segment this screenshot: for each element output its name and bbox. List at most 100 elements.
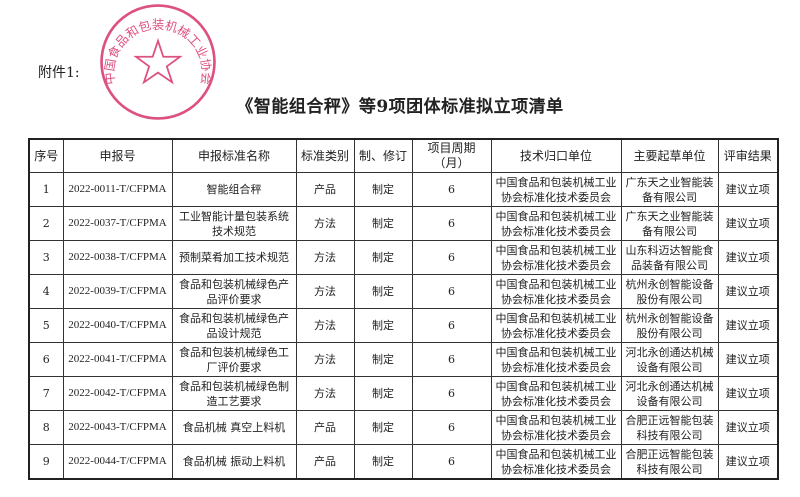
table-row: 1 2022-0011-T/CFPMA 智能组合秤 产品 制定 6 中国食品和包装机械工业协… bbox=[28, 172, 779, 207]
table-cell: 合肥正远智能包装科技有限公司 bbox=[620, 444, 719, 480]
table-cell: 方法 bbox=[295, 308, 355, 343]
table-cell: 2022-0043-T/CFPMA bbox=[62, 410, 173, 445]
table-cell: 6 bbox=[411, 444, 492, 480]
table-cell: 建议立项 bbox=[717, 376, 779, 411]
table-cell: 3 bbox=[28, 240, 64, 275]
table-cell: 杭州永创智能设备股份有限公司 bbox=[620, 274, 719, 309]
table-cell: 制定 bbox=[353, 376, 413, 411]
column-header: 技术归口单位 bbox=[490, 138, 622, 173]
table-cell: 中国食品和包装机械工业协会标准化技术委员会 bbox=[490, 376, 622, 411]
table-cell: 广东天之业智能装备有限公司 bbox=[620, 206, 719, 241]
table-cell: 方法 bbox=[295, 376, 355, 411]
table-cell: 6 bbox=[411, 308, 492, 343]
table-cell: 建议立项 bbox=[717, 410, 779, 445]
table-cell: 中国食品和包装机械工业协会标准化技术委员会 bbox=[490, 410, 622, 445]
table-cell: 7 bbox=[28, 376, 64, 411]
table-cell: 制定 bbox=[353, 240, 413, 275]
table-cell: 中国食品和包装机械工业协会标准化技术委员会 bbox=[490, 308, 622, 343]
table-cell: 产品 bbox=[295, 172, 355, 207]
table-cell: 山东科迈达智能食品装备有限公司 bbox=[620, 240, 719, 275]
table-body: 1 2022-0011-T/CFPMA 智能组合秤 产品 制定 6 中国食品和包装机械工业协… bbox=[28, 172, 779, 480]
table-cell: 4 bbox=[28, 274, 64, 309]
table-cell: 方法 bbox=[295, 240, 355, 275]
table-cell: 河北永创通达机械设备有限公司 bbox=[620, 376, 719, 411]
table-cell: 方法 bbox=[295, 274, 355, 309]
table-row: 4 2022-0039-T/CFPMA 食品和包装机械绿色产品评价要求 方法 制定 6 中国… bbox=[28, 274, 779, 309]
table-cell: 制定 bbox=[353, 308, 413, 343]
table-cell: 2022-0011-T/CFPMA bbox=[62, 172, 173, 207]
table-cell: 制定 bbox=[353, 274, 413, 309]
table-cell: 2022-0042-T/CFPMA bbox=[62, 376, 173, 411]
table-cell: 中国食品和包装机械工业协会标准化技术委员会 bbox=[490, 444, 622, 480]
table-cell: 工业智能计量包装系统技术规范 bbox=[171, 206, 297, 241]
table-cell: 建议立项 bbox=[717, 206, 779, 241]
table-cell: 智能组合秤 bbox=[171, 172, 297, 207]
table-cell: 8 bbox=[28, 410, 64, 445]
table-cell: 6 bbox=[411, 376, 492, 411]
table-cell: 6 bbox=[28, 342, 64, 377]
svg-text:中国食品和包装机械工业协会: 中国食品和包装机械工业协会 bbox=[102, 18, 215, 86]
table-cell: 6 bbox=[411, 342, 492, 377]
table-cell: 产品 bbox=[295, 444, 355, 480]
table-cell: 建议立项 bbox=[717, 274, 779, 309]
standards-table: 序号 申报号 申报标准名称 标准类别 制、修订 项目周期（月） 技术归口单位 主要起草单位 评审… bbox=[28, 138, 779, 480]
star-icon bbox=[133, 38, 183, 85]
column-header: 申报号 bbox=[62, 138, 173, 173]
table-cell: 建议立项 bbox=[717, 240, 779, 275]
table-cell: 食品和包装机械绿色工厂评价要求 bbox=[171, 342, 297, 377]
table-cell: 合肥正远智能包装科技有限公司 bbox=[620, 410, 719, 445]
column-header: 主要起草单位 bbox=[620, 138, 719, 173]
table-cell: 中国食品和包装机械工业协会标准化技术委员会 bbox=[490, 342, 622, 377]
table-header-row: 序号 申报号 申报标准名称 标准类别 制、修订 项目周期（月） 技术归口单位 主要起草单位 评审… bbox=[28, 138, 779, 173]
table-cell: 方法 bbox=[295, 342, 355, 377]
table-cell: 9 bbox=[28, 444, 64, 480]
table-cell: 2 bbox=[28, 206, 64, 241]
column-header: 申报标准名称 bbox=[171, 138, 297, 173]
table-cell: 中国食品和包装机械工业协会标准化技术委员会 bbox=[490, 206, 622, 241]
table-cell: 制定 bbox=[353, 444, 413, 480]
table-cell: 1 bbox=[28, 172, 64, 207]
table-cell: 2022-0040-T/CFPMA bbox=[62, 308, 173, 343]
table-cell: 建议立项 bbox=[717, 342, 779, 377]
table-cell: 5 bbox=[28, 308, 64, 343]
table-row: 8 2022-0043-T/CFPMA 食品机械 真空上料机 产品 制定 6 中国食品和包装… bbox=[28, 410, 779, 445]
table-cell: 中国食品和包装机械工业协会标准化技术委员会 bbox=[490, 172, 622, 207]
table-cell: 中国食品和包装机械工业协会标准化技术委员会 bbox=[490, 240, 622, 275]
attachment-label: 附件1: bbox=[38, 65, 80, 81]
table-cell: 2022-0038-T/CFPMA bbox=[62, 240, 173, 275]
table-cell: 2022-0037-T/CFPMA bbox=[62, 206, 173, 241]
seal-text: 中国食品和包装机械工业协会 bbox=[102, 18, 215, 86]
table-cell: 广东天之业智能装备有限公司 bbox=[620, 172, 719, 207]
table-cell: 预制菜肴加工技术规范 bbox=[171, 240, 297, 275]
column-header: 项目周期（月） bbox=[411, 138, 492, 173]
table-cell: 6 bbox=[411, 274, 492, 309]
table-cell: 2022-0044-T/CFPMA bbox=[62, 444, 173, 480]
table-cell: 食品和包装机械绿色产品评价要求 bbox=[171, 274, 297, 309]
table-cell: 建议立项 bbox=[717, 308, 779, 343]
table-row: 7 2022-0042-T/CFPMA 食品和包装机械绿色制造工艺要求 方法 制定 6 中国… bbox=[28, 376, 779, 411]
table-row: 3 2022-0038-T/CFPMA 预制菜肴加工技术规范 方法 制定 6 中国食品和包装… bbox=[28, 240, 779, 275]
table-cell: 2022-0039-T/CFPMA bbox=[62, 274, 173, 309]
table-cell: 6 bbox=[411, 410, 492, 445]
table-cell: 制定 bbox=[353, 410, 413, 445]
table-row: 9 2022-0044-T/CFPMA 食品机械 振动上料机 产品 制定 6 中国食品和包装… bbox=[28, 444, 779, 480]
table-row: 6 2022-0041-T/CFPMA 食品和包装机械绿色工厂评价要求 方法 制定 6 中国… bbox=[28, 342, 779, 377]
table-cell: 制定 bbox=[353, 172, 413, 207]
table-row: 2 2022-0037-T/CFPMA 工业智能计量包装系统技术规范 方法 制定 6 中国食… bbox=[28, 206, 779, 241]
table-cell: 方法 bbox=[295, 206, 355, 241]
table-cell: 杭州永创智能设备股份有限公司 bbox=[620, 308, 719, 343]
table-row: 5 2022-0040-T/CFPMA 食品和包装机械绿色产品设计规范 方法 制定 6 中国… bbox=[28, 308, 779, 343]
column-header: 制、修订 bbox=[353, 138, 413, 173]
column-header: 评审结果 bbox=[717, 138, 779, 173]
table-cell: 建议立项 bbox=[717, 172, 779, 207]
table-cell: 6 bbox=[411, 172, 492, 207]
table-cell: 建议立项 bbox=[717, 444, 779, 480]
column-header: 序号 bbox=[28, 138, 64, 173]
table-cell: 食品机械 振动上料机 bbox=[171, 444, 297, 480]
document-title: 《智能组合秤》等9项团体标准拟立项清单 bbox=[236, 97, 564, 117]
table-cell: 食品和包装机械绿色产品设计规范 bbox=[171, 308, 297, 343]
table-cell: 中国食品和包装机械工业协会标准化技术委员会 bbox=[490, 274, 622, 309]
table-cell: 6 bbox=[411, 240, 492, 275]
table-cell: 6 bbox=[411, 206, 492, 241]
table-cell: 河北永创通达机械设备有限公司 bbox=[620, 342, 719, 377]
